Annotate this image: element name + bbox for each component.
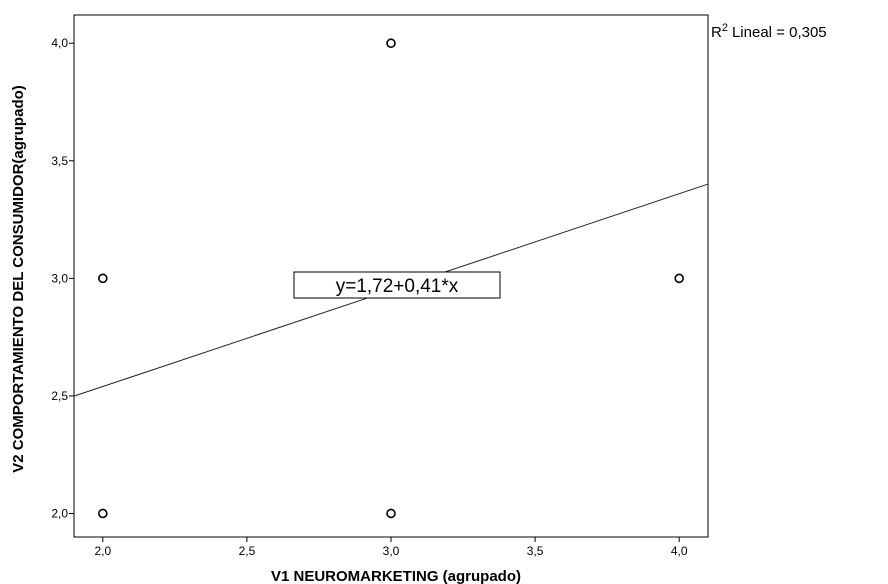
- x-title-group: V1 NEUROMARKETING (agrupado): [271, 568, 521, 584]
- y-axis-title: V2 COMPORTAMIENTO DEL CONSUMIDOR(agrupad…: [10, 85, 27, 473]
- x-tick-label: 2,0: [94, 544, 111, 558]
- equation-label: y=1,72+0,41*x: [336, 276, 459, 297]
- data-point: [386, 38, 396, 49]
- x-tick-label: 3,0: [383, 544, 400, 558]
- x-tick-label: 3,5: [527, 544, 544, 558]
- r2-superscript: 2: [722, 22, 728, 34]
- y-tick-label: 2,5: [51, 389, 68, 403]
- data-point: [98, 508, 108, 519]
- data-point: [98, 273, 108, 284]
- equation-box: [293, 271, 501, 299]
- r2-value: Lineal = 0,305: [732, 24, 827, 41]
- x-tick-label: 4,0: [671, 544, 688, 558]
- y-tick-label: 2,0: [51, 506, 68, 520]
- y-tick-label: 4,0: [51, 36, 68, 50]
- y-tick-label: 3,5: [51, 154, 68, 168]
- x-tick-label: 2,5: [239, 544, 256, 558]
- y-tick-label: 3,0: [51, 271, 68, 285]
- y-title-group: V2 COMPORTAMIENTO DEL CONSUMIDOR(agrupad…: [10, 85, 27, 473]
- data-point: [674, 273, 684, 284]
- x-axis-title: V1 NEUROMARKETING (agrupado): [271, 568, 521, 584]
- data-point: [386, 508, 396, 519]
- r2-annotation: R2 Lineal = 0,305: [711, 22, 827, 41]
- r2-symbol: R: [711, 24, 722, 41]
